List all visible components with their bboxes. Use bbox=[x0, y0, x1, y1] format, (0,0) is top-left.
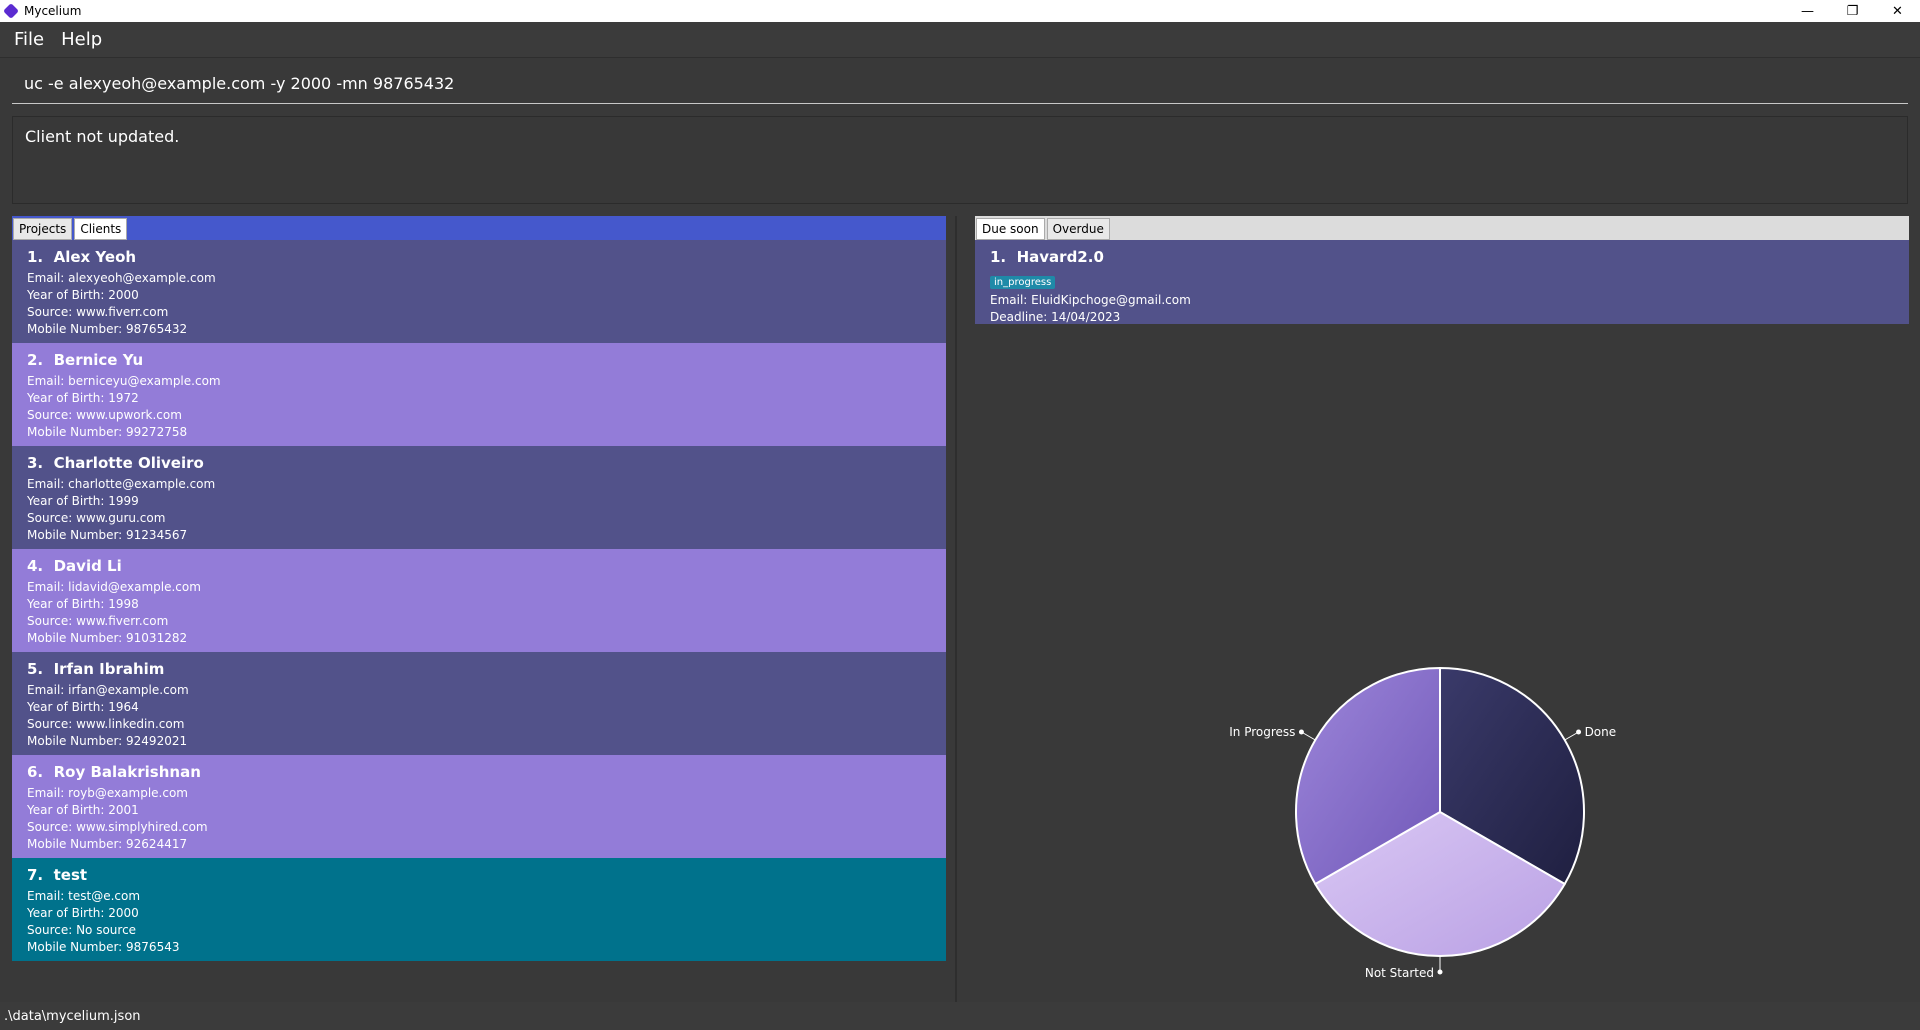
pie-label-in-progress: In Progress bbox=[1229, 725, 1295, 739]
client-email: Email: alexyeoh@example.com bbox=[27, 271, 216, 285]
pie-slice-in-progress bbox=[1295, 666, 1441, 886]
client-mobile: Mobile Number: 91234567 bbox=[27, 528, 188, 542]
window-controls: — ❐ ✕ bbox=[1785, 0, 1920, 22]
save-location: .\data\mycelium.json bbox=[4, 1008, 141, 1024]
client-card[interactable]: 3. Charlotte Oliveiro Email: charlotte@e… bbox=[12, 446, 946, 549]
client-name: 4. David Li bbox=[27, 557, 122, 575]
menu-help[interactable]: Help bbox=[61, 29, 103, 50]
client-source: Source: www.fiverr.com bbox=[27, 305, 169, 319]
client-yob: Year of Birth: 1964 bbox=[27, 700, 139, 714]
project-status-pie-chart: Done Not Started In Progress bbox=[1229, 666, 1616, 980]
tab-due-soon[interactable]: Due soon bbox=[976, 218, 1045, 240]
restore-icon[interactable]: ❐ bbox=[1846, 3, 1859, 19]
project-name: 1. Havard2.0 bbox=[990, 248, 1104, 266]
result-display: Client not updated. bbox=[12, 116, 1908, 204]
project-email: Email: EluidKipchoge@gmail.com bbox=[990, 293, 1191, 307]
client-email: Email: charlotte@example.com bbox=[27, 477, 216, 491]
client-source: Source: www.simplyhired.com bbox=[27, 820, 208, 834]
client-card[interactable]: 6. Roy Balakrishnan Email: royb@example.… bbox=[12, 755, 946, 858]
project-card[interactable]: 1. Havard2.0 in_progress Email: EluidKip… bbox=[975, 240, 1909, 324]
tab-clients[interactable]: Clients bbox=[74, 218, 128, 240]
pie-label-dot bbox=[1298, 729, 1304, 735]
client-email: Email: test@e.com bbox=[27, 889, 141, 903]
client-mobile: Mobile Number: 9876543 bbox=[27, 940, 180, 954]
client-name: 2. Bernice Yu bbox=[27, 351, 144, 369]
client-source: Source: www.guru.com bbox=[27, 511, 166, 525]
pie-label-dot bbox=[1576, 729, 1582, 735]
client-yob: Year of Birth: 2000 bbox=[27, 906, 139, 920]
panel-divider[interactable] bbox=[955, 216, 957, 1002]
project-deadline: Deadline: 14/04/2023 bbox=[990, 310, 1121, 324]
status-bar: .\data\mycelium.json bbox=[0, 1002, 1920, 1030]
client-yob: Year of Birth: 1998 bbox=[27, 597, 139, 611]
pie-label-not-started: Not Started bbox=[1365, 966, 1434, 980]
client-yob: Year of Birth: 1972 bbox=[27, 391, 139, 405]
client-source: Source: www.linkedin.com bbox=[27, 717, 185, 731]
client-name: 1. Alex Yeoh bbox=[27, 248, 137, 266]
status-badge: in_progress bbox=[990, 276, 1056, 289]
pie-slice-not-started bbox=[1313, 810, 1567, 957]
command-box bbox=[12, 64, 1908, 104]
close-icon[interactable]: ✕ bbox=[1892, 3, 1903, 19]
stats-tab-bar: Due soon Overdue bbox=[975, 216, 1909, 240]
client-source: Source: www.fiverr.com bbox=[27, 614, 169, 628]
client-source: Source: www.upwork.com bbox=[27, 408, 182, 422]
app-logo-icon bbox=[3, 3, 19, 19]
client-yob: Year of Birth: 1999 bbox=[27, 494, 139, 508]
client-name: 3. Charlotte Oliveiro bbox=[27, 454, 204, 472]
pie-labels: Done Not Started In Progress bbox=[1229, 725, 1616, 980]
client-card[interactable]: 4. David Li Email: lidavid@example.com Y… bbox=[12, 549, 946, 652]
entity-list-panel: Projects Clients 1. Alex Yeoh Email: ale… bbox=[12, 216, 946, 964]
pie-label-dot bbox=[1437, 969, 1443, 975]
statistics-panel: Due soon Overdue 1. Havard2.0 in_progres… bbox=[975, 216, 1909, 324]
client-email: Email: royb@example.com bbox=[27, 786, 188, 800]
entity-tab-bar: Projects Clients bbox=[12, 216, 946, 240]
client-card[interactable]: 5. Irfan Ibrahim Email: irfan@example.co… bbox=[12, 652, 946, 755]
client-card[interactable]: 2. Bernice Yu Email: berniceyu@example.c… bbox=[12, 343, 946, 446]
pie-slice-done bbox=[1439, 666, 1585, 886]
window-title: Mycelium bbox=[24, 4, 82, 18]
client-name: 5. Irfan Ibrahim bbox=[27, 660, 165, 678]
pie-label-done: Done bbox=[1585, 725, 1617, 739]
client-email: Email: berniceyu@example.com bbox=[27, 374, 221, 388]
pie-slices bbox=[1295, 666, 1585, 957]
client-email: Email: irfan@example.com bbox=[27, 683, 189, 697]
client-mobile: Mobile Number: 99272758 bbox=[27, 425, 188, 439]
client-name: 6. Roy Balakrishnan bbox=[27, 763, 201, 781]
minimize-icon[interactable]: — bbox=[1801, 3, 1814, 19]
menu-file[interactable]: File bbox=[14, 29, 45, 50]
tab-projects[interactable]: Projects bbox=[13, 218, 73, 240]
pie-leader-line bbox=[1564, 731, 1579, 741]
command-input[interactable] bbox=[12, 64, 1908, 102]
client-mobile: Mobile Number: 91031282 bbox=[27, 631, 188, 645]
result-text: Client not updated. bbox=[25, 127, 180, 146]
client-email: Email: lidavid@example.com bbox=[27, 580, 201, 594]
title-bar: Mycelium — ❐ ✕ bbox=[0, 0, 1920, 22]
menu-bar: File Help bbox=[0, 22, 1920, 58]
client-name: 7. test bbox=[27, 866, 88, 884]
tab-overdue[interactable]: Overdue bbox=[1046, 218, 1110, 240]
client-yob: Year of Birth: 2000 bbox=[27, 288, 139, 302]
client-yob: Year of Birth: 2001 bbox=[27, 803, 139, 817]
client-source: Source: No source bbox=[27, 923, 137, 937]
pie-leader-line bbox=[1301, 731, 1316, 741]
client-mobile: Mobile Number: 92492021 bbox=[27, 734, 188, 748]
client-card[interactable]: 1. Alex Yeoh Email: alexyeoh@example.com… bbox=[12, 240, 946, 343]
client-mobile: Mobile Number: 98765432 bbox=[27, 322, 188, 336]
client-card-selected[interactable]: 7. test Email: test@e.com Year of Birth:… bbox=[12, 858, 946, 961]
client-mobile: Mobile Number: 92624417 bbox=[27, 837, 188, 851]
